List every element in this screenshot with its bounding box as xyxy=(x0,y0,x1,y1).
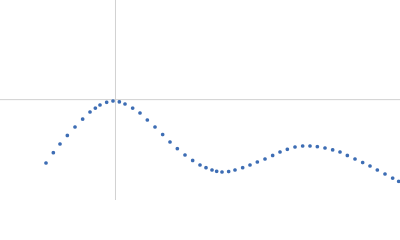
data-point xyxy=(104,100,109,105)
data-point xyxy=(338,150,342,154)
data-point xyxy=(44,161,48,165)
data-point xyxy=(255,160,260,164)
data-point xyxy=(138,111,142,115)
data-point xyxy=(220,170,224,174)
data-point xyxy=(233,168,237,172)
data-point xyxy=(353,157,357,161)
data-point xyxy=(248,163,252,167)
data-point xyxy=(145,118,150,122)
data-point xyxy=(93,106,98,110)
data-point xyxy=(204,165,208,170)
data-point xyxy=(315,144,320,149)
data-point xyxy=(153,125,157,129)
data-point xyxy=(390,176,395,180)
data-point xyxy=(190,158,195,163)
data-point xyxy=(111,99,115,103)
data-point xyxy=(308,144,312,148)
data-point xyxy=(123,102,127,106)
data-point xyxy=(300,144,305,148)
data-point xyxy=(183,153,187,157)
data-point xyxy=(80,117,85,121)
data-point xyxy=(73,125,77,129)
data-point xyxy=(168,140,172,144)
data-point xyxy=(130,106,135,110)
data-point xyxy=(270,153,275,158)
data-point xyxy=(360,160,365,165)
data-point xyxy=(396,179,400,184)
data-point xyxy=(58,142,62,146)
data-point xyxy=(210,168,214,172)
data-point xyxy=(214,169,219,174)
data-point xyxy=(368,164,372,168)
data-point xyxy=(117,100,122,104)
data-point xyxy=(160,132,165,137)
data-point xyxy=(375,168,380,172)
data-point xyxy=(175,146,180,151)
data-point xyxy=(345,153,350,158)
data-point xyxy=(226,169,231,174)
data-point xyxy=(293,145,297,149)
data-point xyxy=(278,150,282,154)
data-point xyxy=(323,146,327,150)
data-point xyxy=(285,147,290,152)
data-point xyxy=(198,163,202,167)
data-point xyxy=(263,157,267,161)
data-point xyxy=(383,172,387,176)
data-point xyxy=(65,133,70,138)
data-point xyxy=(88,110,92,114)
data-point xyxy=(240,165,245,170)
data-point xyxy=(98,103,102,107)
data-point xyxy=(51,150,56,155)
chart xyxy=(0,0,400,200)
data-point xyxy=(330,148,335,152)
